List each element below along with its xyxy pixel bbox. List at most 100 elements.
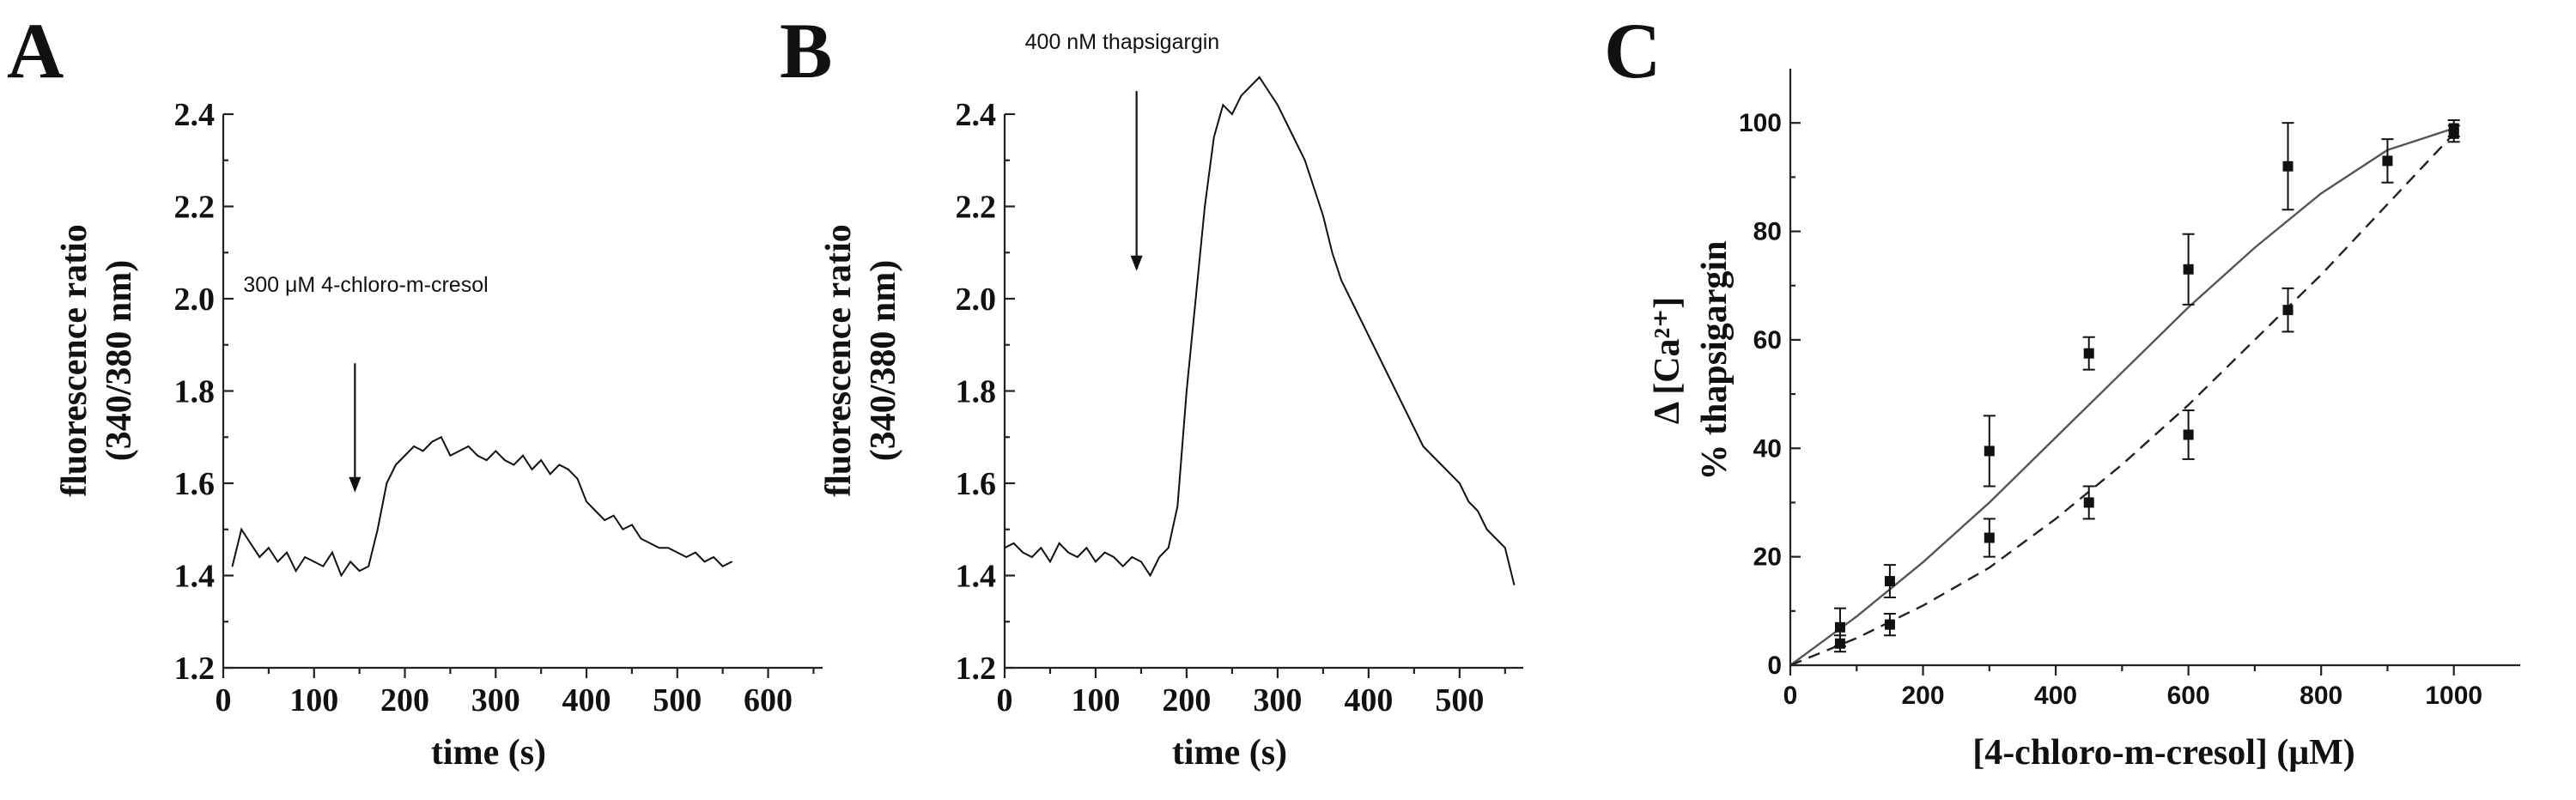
x-tick-label: 100 — [289, 682, 338, 718]
y-tick-label: 0 — [1767, 652, 1782, 680]
y-tick-label: 80 — [1753, 218, 1782, 246]
trace-point — [685, 556, 688, 558]
trace-point — [540, 459, 542, 461]
x-tick-label: 400 — [2034, 682, 2077, 710]
solid-fit-curve — [1789, 127, 2455, 666]
trace-point — [1267, 90, 1270, 92]
trace-point — [1295, 141, 1297, 143]
trace-point — [413, 445, 415, 447]
trace-point — [658, 547, 660, 549]
data-point — [2282, 305, 2293, 316]
x-axis-title: [4-chloro-m-cresol] (μM) — [1972, 733, 2355, 773]
annotation-arrow-head — [1130, 255, 1143, 271]
panel-letter-a: A — [7, 7, 64, 94]
y-tick-label: 2.0 — [174, 282, 216, 318]
trace-point — [1331, 252, 1334, 254]
trace-point — [1258, 76, 1261, 78]
trace-point — [1121, 565, 1124, 567]
y-tick-label: 1.2 — [956, 651, 997, 687]
trace-point — [1194, 298, 1197, 300]
trace-point — [1204, 205, 1206, 208]
y-tick-label: 2.2 — [956, 190, 997, 226]
trace-point — [1012, 542, 1015, 544]
trace-point — [667, 547, 670, 549]
data-point — [1834, 621, 1845, 633]
annotation-label: 400 nM thapsigargin — [1025, 30, 1220, 54]
trace-point — [304, 556, 306, 558]
trace-point — [1422, 445, 1425, 447]
trace-point — [640, 537, 642, 540]
trace-point — [1212, 136, 1215, 138]
data-point — [2183, 429, 2194, 440]
y-tick-label: 2.0 — [956, 282, 997, 318]
trace-point — [1076, 556, 1078, 558]
trace-point — [504, 459, 506, 461]
trace-point — [1386, 372, 1388, 373]
fluorescence-trace — [231, 435, 732, 578]
y-axis-title-line2: % thapsigargin — [1695, 241, 1735, 481]
y-tick-label: 1.6 — [174, 466, 216, 502]
y-tick-label: 1.8 — [956, 374, 997, 410]
trace-point — [258, 556, 261, 558]
trace-point — [558, 464, 561, 466]
trace-point — [459, 450, 460, 452]
data-point — [2083, 497, 2094, 508]
x-axis-title: time (s) — [431, 733, 546, 773]
trace-point — [1049, 561, 1051, 563]
trace-point — [231, 565, 234, 567]
x-tick-label: 200 — [1902, 682, 1945, 710]
y-tick-label: 2.4 — [956, 97, 997, 133]
x-tick-label: 0 — [216, 682, 232, 718]
trace-point — [1485, 528, 1488, 530]
data-point — [2083, 348, 2094, 359]
y-tick-label: 1.8 — [174, 374, 216, 410]
y-axis-title-line1: Δ [Ca²⁺] — [1648, 297, 1687, 425]
x-axis-title: time (s) — [1172, 733, 1287, 773]
trace-point — [422, 450, 424, 452]
trace-point — [631, 524, 633, 526]
x-tick-label: 500 — [1435, 682, 1484, 718]
y-axis-title-line1: fluorescence ratio — [55, 224, 94, 497]
trace-point — [1149, 574, 1151, 577]
trace-point — [1376, 353, 1379, 355]
y-tick-label: 60 — [1753, 326, 1782, 355]
x-tick-label: 1000 — [2425, 682, 2482, 710]
y-tick-label: 1.4 — [956, 559, 997, 595]
x-tick-label: 600 — [744, 682, 793, 718]
trace-point — [576, 477, 579, 480]
x-tick-label: 800 — [2300, 682, 2342, 710]
trace-point — [522, 454, 524, 457]
trace-point — [676, 551, 678, 554]
trace-point — [1231, 113, 1233, 115]
dashed-fit-curve — [1789, 132, 2455, 667]
trace-point — [404, 454, 406, 457]
y-tick-label: 2.4 — [174, 97, 216, 133]
trace-point — [1313, 187, 1315, 189]
trace-point — [1131, 556, 1133, 558]
panel-letter-c: C — [1604, 7, 1661, 94]
trace-point — [467, 445, 470, 447]
trace-point — [1040, 547, 1042, 549]
trace-point — [1322, 215, 1324, 217]
y-tick-label: 1.2 — [174, 651, 216, 687]
data-point — [1984, 532, 1995, 543]
trace-point — [549, 473, 551, 476]
trace-point — [1140, 561, 1142, 563]
trace-point — [1067, 551, 1069, 554]
trace-point — [1431, 454, 1433, 457]
trace-point — [649, 542, 651, 544]
x-tick-label: 200 — [1162, 682, 1211, 718]
y-axis-title-line2: (340/380 nm) — [100, 260, 139, 462]
trace-point — [1340, 279, 1342, 282]
data-point — [1884, 619, 1895, 630]
trace-point — [1477, 510, 1479, 512]
data-point — [1834, 638, 1845, 649]
y-tick-label: 100 — [1739, 109, 1782, 137]
trace-point — [286, 551, 288, 554]
trace-point — [703, 561, 706, 563]
x-tick-label: 500 — [653, 682, 702, 718]
data-point — [1884, 576, 1895, 587]
trace-point — [1303, 159, 1306, 161]
trace-point — [612, 514, 615, 517]
